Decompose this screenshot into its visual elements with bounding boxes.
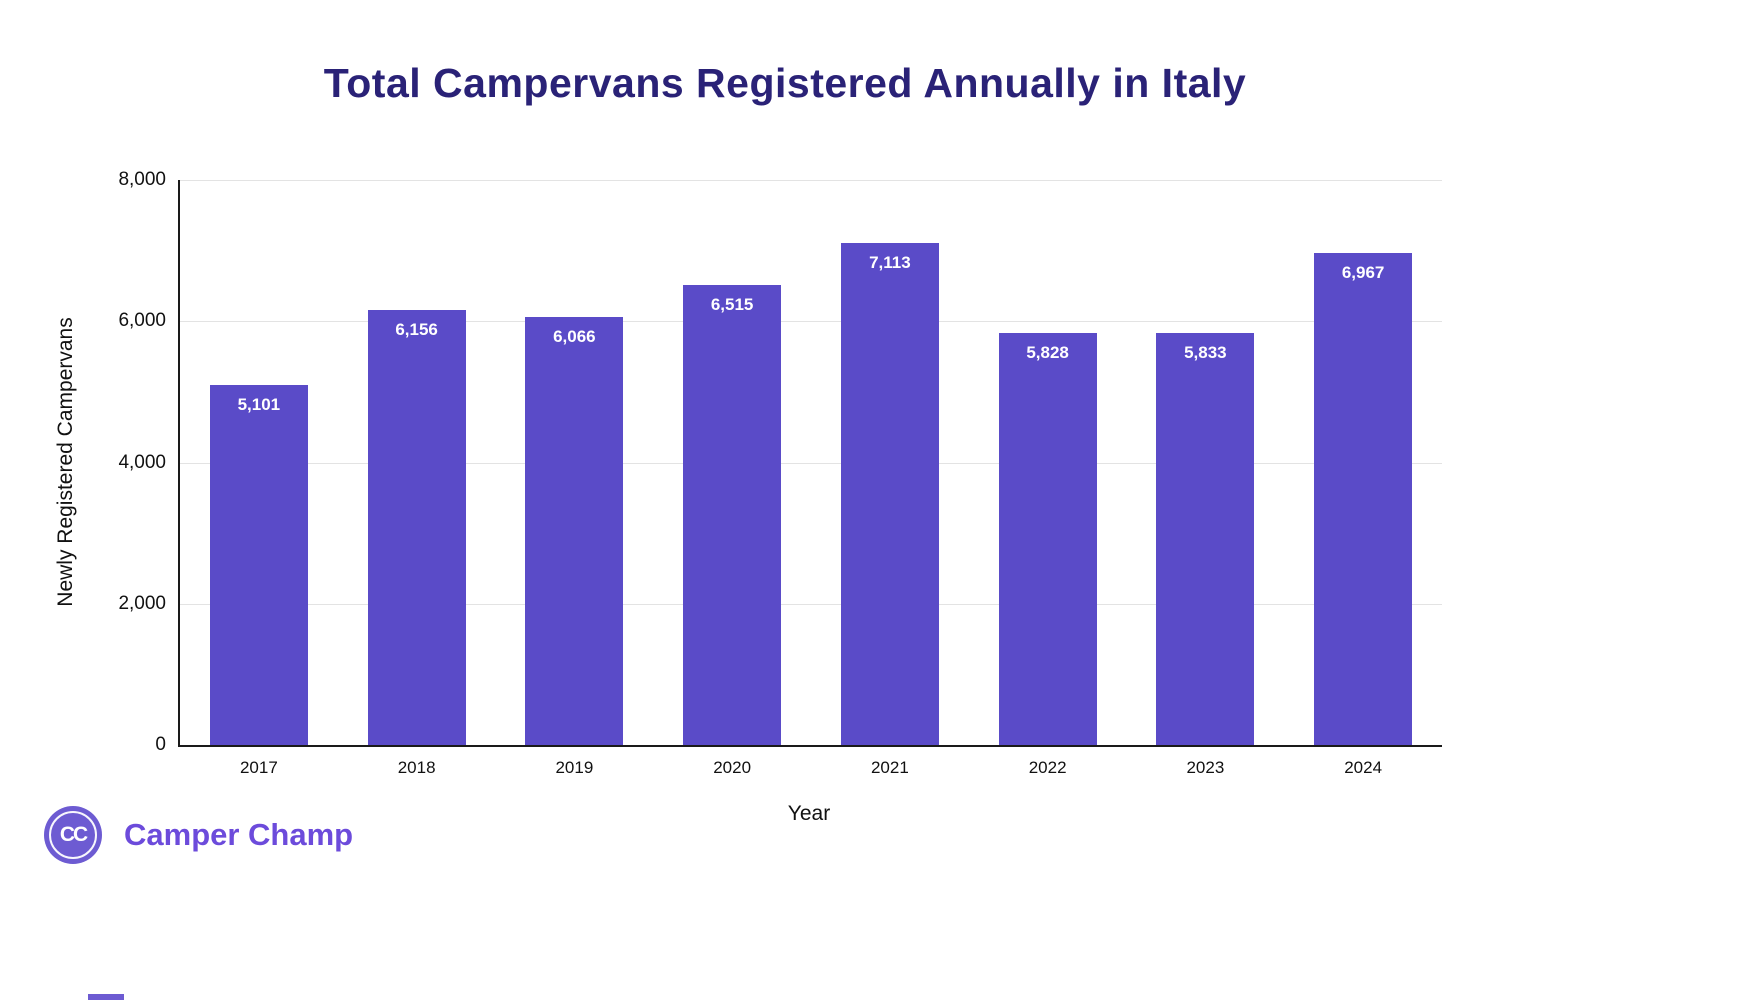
gridline-8000: [180, 180, 1442, 181]
bar-value-label-2024: 6,967: [1341, 262, 1385, 282]
bar-2022: 5,828: [998, 333, 1097, 745]
bar-2021: 7,113: [840, 242, 939, 745]
logo-monogram: CC: [59, 823, 88, 846]
x-axis-title: Year: [787, 802, 831, 825]
bar-value-label-2021: 7,113: [869, 252, 911, 272]
x-tick-label-2023: 2023: [1186, 758, 1225, 777]
x-tick-label-2019: 2019: [555, 758, 594, 777]
x-tick-label-2018: 2018: [397, 758, 436, 777]
bar-2020: 6,515: [683, 284, 782, 745]
page-title: Total Campervans Registered Annually in …: [323, 60, 1247, 106]
bar-value-label-2023: 5,833: [1184, 343, 1227, 363]
y-tick-label-6000: 6,000: [118, 310, 166, 332]
x-tick-label-2022: 2022: [1028, 758, 1067, 777]
gridline-6000: [180, 321, 1442, 323]
bar-value-label-2018: 6,156: [395, 320, 438, 340]
bar-2023: 5,833: [1156, 333, 1255, 745]
bar-value-label-2022: 5,828: [1026, 343, 1069, 363]
plot-area: 0 2,000 4,000 6,000 8,000 5,101 2017 6,156 2018 6…: [118, 169, 1442, 777]
bar-value-label-2020: 6,515: [710, 294, 754, 314]
y-tick-label-8000: 8,000: [118, 169, 166, 190]
bar-value-label-2017: 5,101: [237, 394, 281, 414]
y-tick-label-0: 0: [155, 734, 166, 755]
y-axis-title: Newly Registered Campervans: [54, 317, 77, 607]
bar-2024: 6,967: [1314, 252, 1413, 745]
x-tick-label-2020: 2020: [713, 758, 752, 777]
bar-2018: 6,156: [367, 310, 466, 745]
x-tick-label-2021: 2021: [870, 758, 909, 777]
logo-text: Camper Champ: [124, 817, 354, 852]
y-tick-label-2000: 2,000: [118, 592, 166, 614]
bar-2017: 5,101: [209, 384, 308, 745]
gridline-4000: [180, 462, 1442, 464]
x-tick-label-2024: 2024: [1344, 758, 1383, 777]
logo: CC Camper Champ: [44, 806, 353, 864]
camper-champ-logo-icon: CC: [44, 806, 102, 864]
gridline-2000: [180, 603, 1442, 605]
bar-value-label-2019: 6,066: [553, 326, 596, 346]
y-tick-label-4000: 4,000: [118, 451, 166, 473]
decorative-strip: [88, 994, 124, 1000]
x-tick-label-2017: 2017: [239, 758, 278, 777]
bar-2019: 6,066: [525, 316, 624, 745]
